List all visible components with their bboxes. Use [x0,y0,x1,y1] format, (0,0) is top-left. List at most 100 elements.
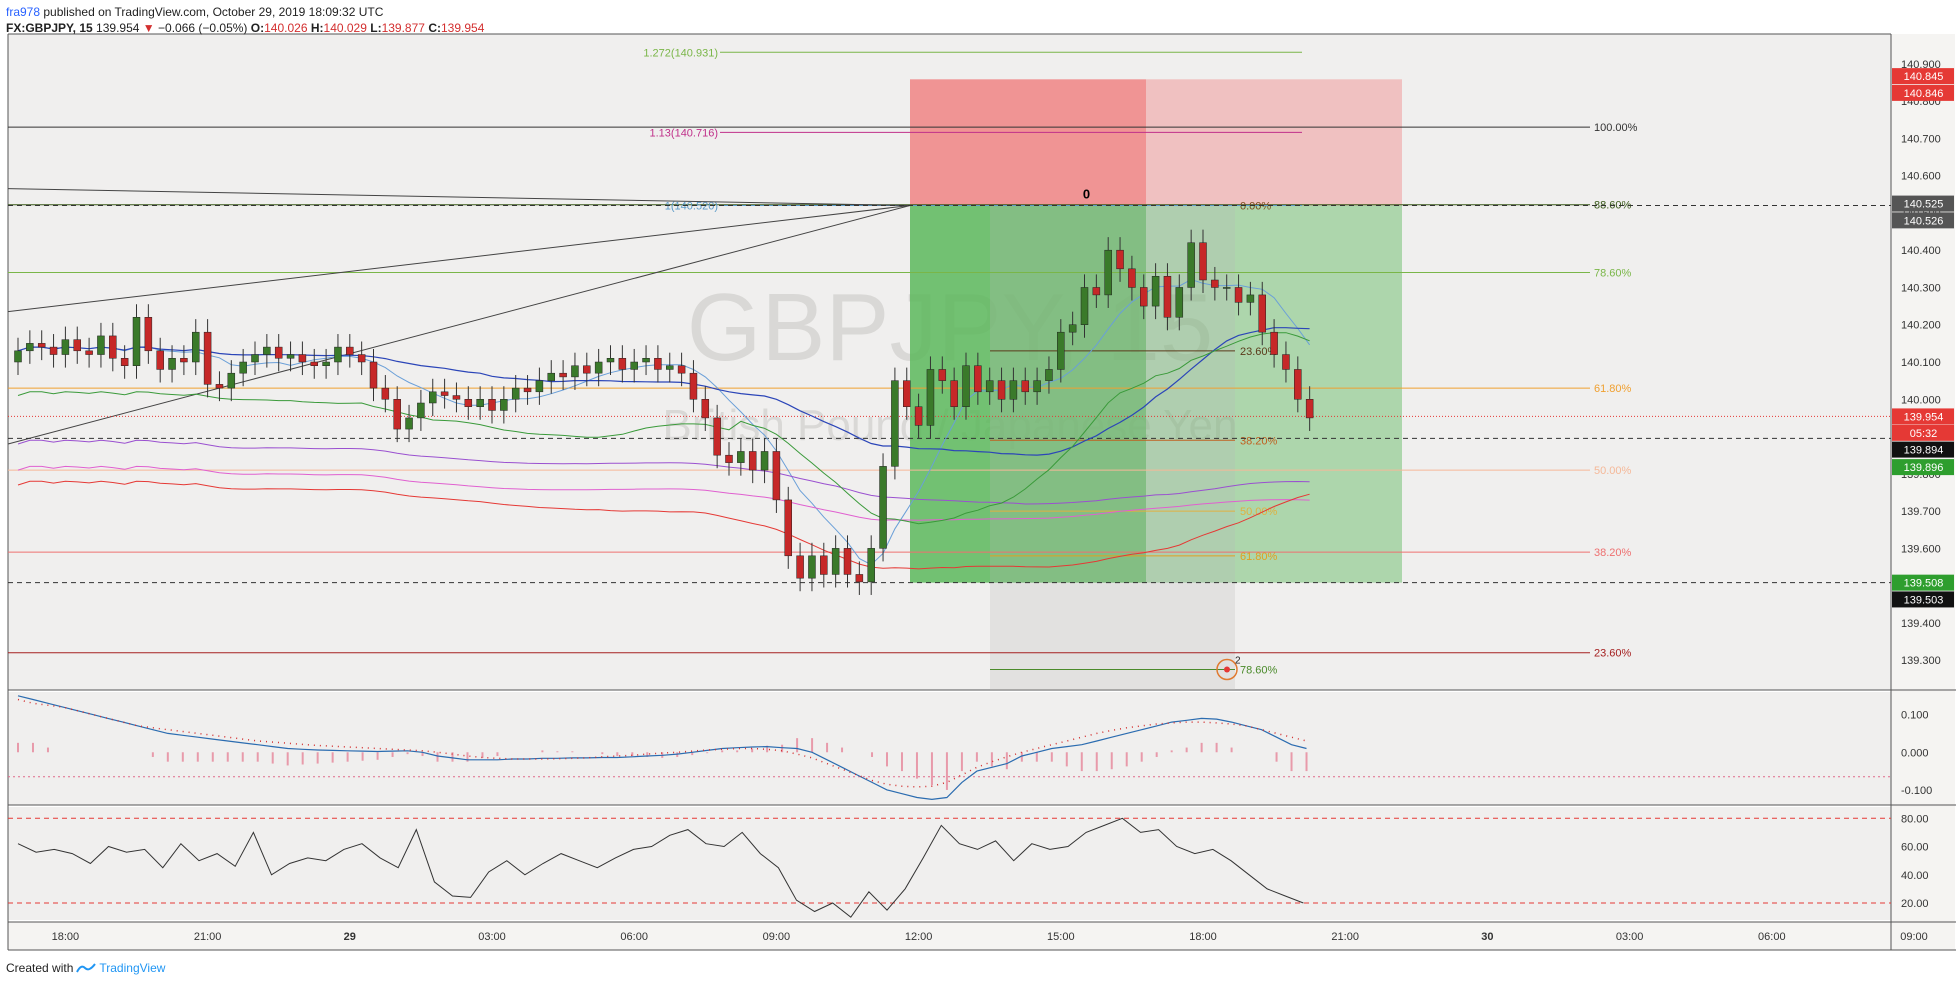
candle-body [855,574,864,583]
macd-axis-tick: 0.000 [1901,747,1929,759]
candle-body [239,361,247,374]
candle-body [1305,399,1314,419]
candle-body [1294,369,1302,400]
price-badge-label: 140.525 [1904,199,1944,211]
time-axis-tick: 09:00 [1900,931,1928,943]
oscillator-axis-tick: 40.00 [1901,870,1929,882]
price-axis-tick: 140.400 [1901,245,1941,257]
symbol-label: FX:GBPJPY, 15 [6,21,93,35]
low-value: 139.877 [381,21,425,35]
slow-moving-average [17,327,1310,456]
very-long-moving-average [17,465,1310,521]
candle-body [132,317,141,366]
price-axis-tick: 139.600 [1901,543,1941,555]
candle-body [772,451,781,501]
candle-body [974,365,982,393]
candle-body [843,548,852,575]
candle-body [500,399,508,411]
price-axis-tick: 140.300 [1901,282,1941,294]
candle-body [1128,268,1136,288]
candle-body [49,346,58,355]
candle-body [227,372,236,389]
candle-body [203,331,212,385]
candle-body [1080,287,1089,325]
candle-body [630,361,638,370]
oscillator-axis-tick: 60.00 [1901,842,1929,854]
candle-body [618,358,627,370]
candle-body [1033,380,1041,393]
trend-line [7,188,911,206]
candle-body [405,417,413,430]
candle-body [1151,276,1160,307]
candle-body [571,365,579,378]
oscillator-axis-tick: 80.00 [1901,813,1929,825]
price-badge-label: 140.846 [1904,88,1944,100]
stop-loss-zone [910,79,1146,206]
price-badge-label: 139.894 [1904,445,1944,457]
candle-body [820,555,828,575]
footer: Created with TradingView [6,961,165,975]
ichimoku-conversion-line [17,332,1310,525]
candle-body [725,454,733,463]
candle-body [1282,354,1290,370]
candle-body [440,391,449,396]
candle-body [654,358,662,370]
candle-body [867,548,875,583]
candle-body [334,346,342,363]
fib-level-label: 78.60% [1594,268,1632,280]
candle-body [1021,380,1029,393]
candle-body [215,384,224,389]
candle-body [1270,331,1278,355]
candle-body [1057,331,1065,370]
fib-level-label: 38.20% [1240,435,1278,447]
candle-body [891,380,899,467]
candle-body [535,380,544,393]
long-moving-average [17,439,1310,505]
price-axis-tick: 140.200 [1901,320,1941,332]
price-axis-tick: 140.900 [1901,59,1941,71]
author-link[interactable]: fra978 [6,5,41,19]
change-value: −0.066 (−0.05%) [158,21,248,35]
candle-body [926,369,935,426]
fib-extension-label: 1.272(140.931) [643,47,718,59]
candle-body [464,399,473,407]
price-badge [1892,408,1954,425]
high-value: 140.029 [323,21,367,35]
candle-body [73,339,81,352]
candle-body [310,361,318,366]
price-badge [1892,441,1954,458]
candle-body [251,354,259,363]
candle-body [606,358,615,363]
price-badge-label: 05:32 [1910,428,1938,440]
price-badge [1892,195,1954,212]
time-axis-tick: 29 [344,931,356,943]
pattern-point-marker: 0 [1083,186,1090,201]
close-label: C: [428,21,441,35]
fib-level-label: 61.80% [1240,551,1278,563]
price-badge-label: 139.503 [1904,594,1944,606]
candle-body [748,451,757,471]
candle-body [689,372,698,400]
price-axis-tick: 140.700 [1901,133,1941,145]
published-text: published on TradingView.com, October 29… [43,5,384,19]
candle-body [796,555,804,579]
tradingview-brand-link[interactable]: TradingView [99,961,166,975]
fib-extension-label: 1.13(140.716) [650,127,719,139]
tradingview-logo-icon [76,963,97,973]
macd-pane-background [8,692,1891,805]
candle-body [583,365,591,374]
candle-body [61,339,70,355]
created-with-text: Created with [6,961,74,975]
time-axis-tick: 18:00 [52,931,80,943]
candle-body [1045,369,1053,381]
price-badge-label: 139.508 [1904,578,1944,590]
candle-body [274,346,283,359]
open-label: O: [250,21,265,35]
candle-body [1104,249,1112,296]
candle-body [1211,279,1219,288]
candle-body [476,399,484,407]
low-label: L: [370,21,382,35]
candle-body [666,365,674,370]
candle-body [369,361,378,389]
